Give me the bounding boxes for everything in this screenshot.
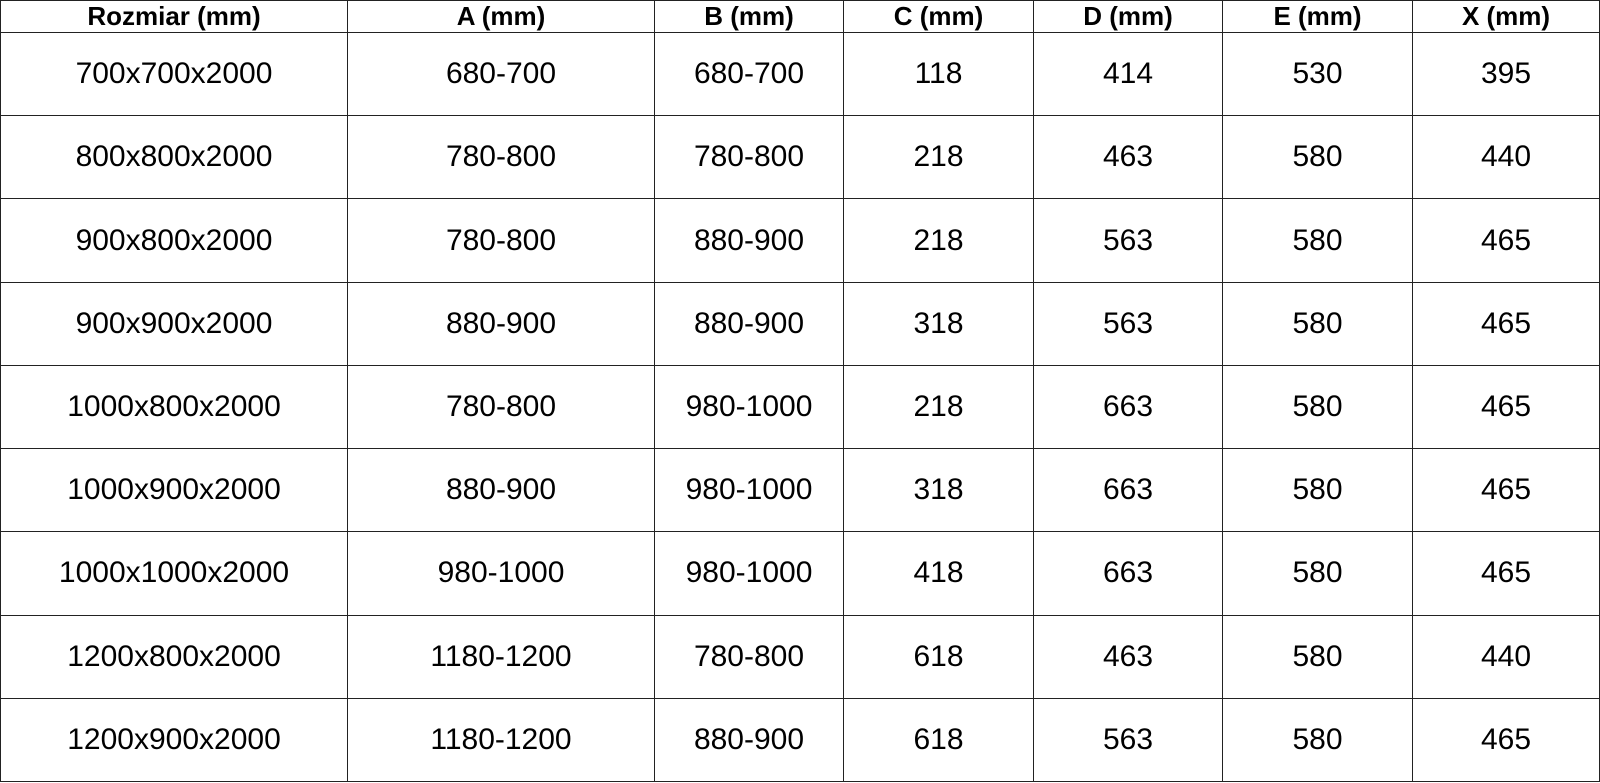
table-cell: 680-700 (347, 31, 655, 117)
table-cell: 318 (843, 448, 1034, 533)
table-cell: 1200x900x2000 (0, 697, 348, 783)
table-cell: 318 (843, 281, 1034, 366)
table-cell: 563 (1033, 281, 1223, 366)
column-header: Rozmiar (mm) (0, 0, 348, 33)
table-cell: 880-900 (654, 697, 844, 783)
column-header: A (mm) (347, 0, 655, 33)
table-cell: 980-1000 (347, 531, 655, 616)
table-cell: 465 (1412, 364, 1600, 450)
table-cell: 618 (843, 614, 1034, 699)
table-cell: 218 (843, 198, 1034, 283)
table-cell: 1000x1000x2000 (0, 531, 348, 616)
table-cell: 118 (843, 31, 1034, 117)
table-cell: 1000x800x2000 (0, 364, 348, 450)
header-row: Rozmiar (mm) A (mm) B (mm) C (mm) D (mm) E (m… (0, 0, 1600, 33)
table-cell: 580 (1222, 697, 1413, 783)
table-row: 900x800x2000 780-800 880-900 218 563 580 465 (0, 198, 1600, 283)
table-cell: 800x800x2000 (0, 115, 348, 200)
table-cell: 980-1000 (654, 448, 844, 533)
table-cell: 618 (843, 697, 1034, 783)
table-cell: 700x700x2000 (0, 31, 348, 117)
table-cell: 418 (843, 531, 1034, 616)
table-cell: 900x900x2000 (0, 281, 348, 366)
table-cell: 580 (1222, 531, 1413, 616)
table-row: 1000x1000x2000 980-1000 980-1000 418 663 580 4… (0, 531, 1600, 616)
table-cell: 780-800 (347, 115, 655, 200)
table-cell: 465 (1412, 198, 1600, 283)
table-cell: 395 (1412, 31, 1600, 117)
table-cell: 880-900 (347, 281, 655, 366)
table-row: 1200x900x2000 1180-1200 880-900 618 563 580 46… (0, 697, 1600, 783)
table-cell: 463 (1033, 614, 1223, 699)
table-cell: 440 (1412, 115, 1600, 200)
table-cell: 440 (1412, 614, 1600, 699)
table-cell: 980-1000 (654, 531, 844, 616)
table-row: 1000x900x2000 880-900 980-1000 318 663 580 465 (0, 448, 1600, 533)
table-cell: 465 (1412, 448, 1600, 533)
table-cell: 218 (843, 364, 1034, 450)
table-cell: 880-900 (654, 281, 844, 366)
table-cell: 580 (1222, 198, 1413, 283)
table-cell: 680-700 (654, 31, 844, 117)
table-cell: 880-900 (347, 448, 655, 533)
table-row: 1000x800x2000 780-800 980-1000 218 663 580 465 (0, 364, 1600, 450)
table-row: 1200x800x2000 1180-1200 780-800 618 463 580 44… (0, 614, 1600, 699)
table-cell: 780-800 (347, 364, 655, 450)
table-cell: 900x800x2000 (0, 198, 348, 283)
table-cell: 1180-1200 (347, 614, 655, 699)
column-header: E (mm) (1222, 0, 1413, 33)
table-cell: 465 (1412, 697, 1600, 783)
table-cell: 580 (1222, 115, 1413, 200)
table-cell: 463 (1033, 115, 1223, 200)
table-cell: 663 (1033, 448, 1223, 533)
column-header: D (mm) (1033, 0, 1223, 33)
table-cell: 580 (1222, 448, 1413, 533)
table-cell: 980-1000 (654, 364, 844, 450)
table-cell: 780-800 (654, 614, 844, 699)
table-cell: 465 (1412, 281, 1600, 366)
table-cell: 218 (843, 115, 1034, 200)
table-cell: 580 (1222, 614, 1413, 699)
table-cell: 580 (1222, 364, 1413, 450)
table-cell: 1180-1200 (347, 697, 655, 783)
table-cell: 580 (1222, 281, 1413, 366)
table-row: 800x800x2000 780-800 780-800 218 463 580 440 (0, 115, 1600, 200)
column-header: B (mm) (654, 0, 844, 33)
table-cell: 780-800 (654, 115, 844, 200)
table-cell: 563 (1033, 198, 1223, 283)
column-header: X (mm) (1412, 0, 1600, 33)
table-row: 700x700x2000 680-700 680-700 118 414 530 395 (0, 31, 1600, 117)
table-cell: 1000x900x2000 (0, 448, 348, 533)
table-cell: 465 (1412, 531, 1600, 616)
table-cell: 1200x800x2000 (0, 614, 348, 699)
table-row: 900x900x2000 880-900 880-900 318 563 580 465 (0, 281, 1600, 366)
table-cell: 880-900 (654, 198, 844, 283)
table-cell: 563 (1033, 697, 1223, 783)
table-cell: 663 (1033, 531, 1223, 616)
table-cell: 780-800 (347, 198, 655, 283)
column-header: C (mm) (843, 0, 1034, 33)
table-cell: 414 (1033, 31, 1223, 117)
table-cell: 530 (1222, 31, 1413, 117)
table-cell: 663 (1033, 364, 1223, 450)
